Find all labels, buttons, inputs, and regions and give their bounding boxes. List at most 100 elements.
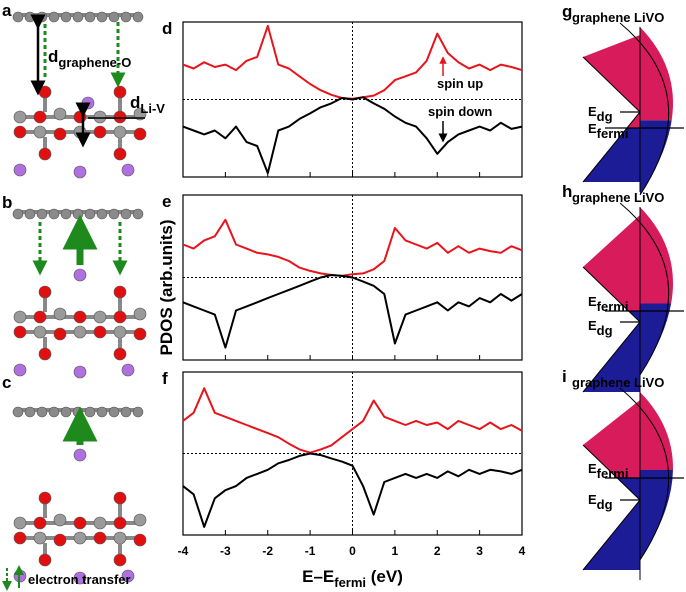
subscript: dg [597, 323, 613, 338]
cone-line [582, 444, 641, 501]
panel-label: g [562, 2, 572, 21]
text: E [588, 492, 597, 507]
atom [72, 406, 84, 418]
atom [13, 516, 27, 530]
atom [12, 208, 24, 220]
pdos-curve [182, 218, 523, 277]
subscript: Li-V [140, 101, 165, 116]
diagram-label: LiVO [634, 10, 664, 25]
band-filled [583, 311, 640, 392]
atom [53, 127, 67, 141]
atom [38, 285, 52, 299]
atom [24, 11, 36, 23]
atom [93, 325, 107, 339]
atom [132, 406, 144, 418]
text: (eV) [366, 567, 403, 586]
x-tick-label: -4 [178, 544, 189, 558]
band-filled [583, 128, 640, 182]
atom [108, 208, 120, 220]
band-occupied [583, 35, 640, 128]
atom [113, 531, 127, 545]
distance-label: dLi-V [130, 93, 165, 116]
label: Edg [588, 492, 613, 512]
subscript: dg [597, 497, 613, 512]
atom [93, 516, 107, 530]
atom [133, 533, 147, 547]
atom [93, 125, 107, 139]
atom [133, 127, 147, 141]
atom [73, 571, 87, 585]
x-tick-label: 2 [434, 544, 441, 558]
atom [53, 533, 67, 547]
diagram-label: graphene [572, 10, 631, 25]
legend-text: electron transfer [28, 572, 131, 587]
band-occupied [583, 215, 640, 311]
band-filled [583, 478, 640, 570]
atom [13, 110, 27, 124]
panel-label: h [562, 182, 572, 201]
panel-label: f [162, 369, 168, 388]
atom [84, 11, 96, 23]
x-tick-label: 1 [392, 544, 399, 558]
atom [36, 208, 48, 220]
label: Efermi [588, 121, 628, 141]
cone-line [582, 111, 641, 183]
atom [113, 125, 127, 139]
text: E [588, 121, 597, 136]
pdos-curve [182, 96, 523, 175]
panel-label: i [562, 367, 567, 386]
cone-line [582, 56, 641, 113]
atom [133, 327, 147, 341]
atom [93, 110, 107, 124]
atom [72, 208, 84, 220]
livo-lower [640, 470, 673, 560]
cone-line [582, 321, 641, 393]
atom [53, 307, 67, 321]
text: E–E [302, 567, 334, 586]
livo-outline [619, 387, 669, 561]
atom [93, 531, 107, 545]
text: E [588, 461, 597, 476]
atom [113, 553, 127, 567]
atom [108, 11, 120, 23]
livo-upper [640, 207, 673, 304]
pdos-curve [182, 452, 523, 528]
atom [33, 110, 47, 124]
atom [36, 11, 48, 23]
x-tick-label: 0 [349, 544, 356, 558]
atom [73, 365, 87, 379]
atom [38, 147, 52, 161]
panel-label: e [162, 192, 171, 211]
structures [12, 11, 147, 585]
atom [96, 406, 108, 418]
atom [38, 553, 52, 567]
subscript: graphene-O [58, 55, 131, 70]
atom [96, 11, 108, 23]
atom [84, 406, 96, 418]
diagram-label: graphene [572, 375, 631, 390]
diagram-label: LiVO [634, 190, 664, 205]
atom [13, 125, 27, 139]
atom [33, 125, 47, 139]
atom [13, 531, 27, 545]
label: Efermi [588, 294, 628, 314]
atom [121, 569, 135, 583]
atom [12, 406, 24, 418]
atom [132, 11, 144, 23]
atom [48, 208, 60, 220]
atom [120, 208, 132, 220]
atom [73, 268, 87, 282]
atom [33, 310, 47, 324]
atom [113, 491, 127, 505]
atom [60, 406, 72, 418]
atom [12, 11, 24, 23]
atom [113, 325, 127, 339]
atom [93, 310, 107, 324]
text: d [48, 47, 58, 66]
atom [73, 531, 87, 545]
atom [113, 516, 127, 530]
atom [73, 165, 87, 179]
subscript: dg [597, 109, 613, 124]
label: Edg [588, 318, 613, 338]
